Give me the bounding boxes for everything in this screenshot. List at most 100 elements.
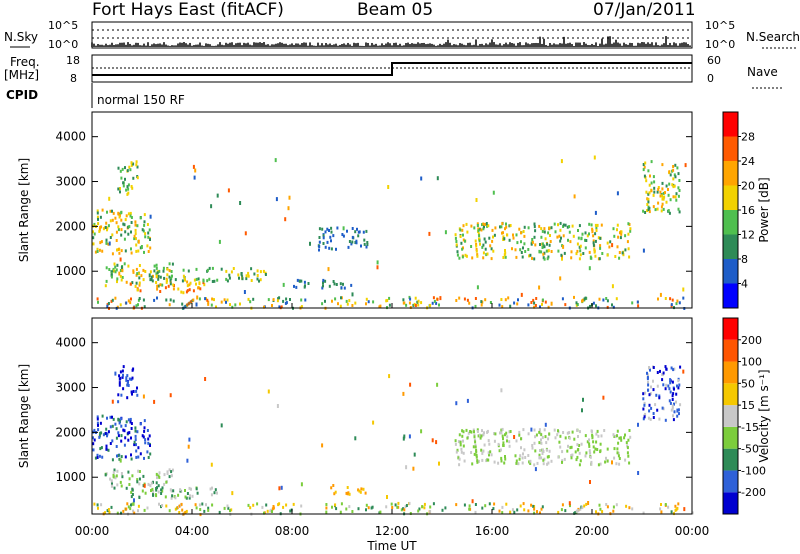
power-cell (620, 232, 623, 236)
power-cell (682, 296, 685, 300)
velocity-cell (120, 472, 123, 475)
velocity-cell (131, 474, 134, 478)
velocity-cell (683, 507, 686, 512)
velocity-cell (144, 438, 147, 442)
power-cell (101, 249, 104, 253)
velocity-cell (252, 503, 255, 507)
velocity-cell (581, 408, 583, 413)
power-cell (116, 305, 119, 309)
power-cell (284, 217, 287, 222)
power-cell (358, 230, 361, 234)
power-cell (330, 247, 333, 251)
velocity-cell (637, 471, 640, 475)
power-cell (124, 230, 127, 234)
velocity-cell (569, 504, 571, 508)
power-cell (114, 216, 117, 220)
velocity-cell (196, 491, 199, 495)
power-cell (168, 275, 171, 279)
power-cell (487, 224, 490, 228)
power-cell (110, 275, 113, 279)
velocity-cell (174, 507, 177, 511)
velocity-cell (118, 381, 121, 385)
velocity-cell (98, 435, 101, 439)
velocity-cell (462, 451, 465, 455)
power-cell (140, 274, 143, 278)
cpid-value: normal 150 RF (97, 93, 185, 107)
velocity-cell (659, 507, 662, 511)
velocity-cell (548, 432, 551, 436)
velocity-cell (598, 503, 601, 507)
power-cell (142, 298, 145, 302)
power-cell (530, 242, 533, 246)
velocity-cell (539, 449, 541, 452)
power-cell (647, 200, 650, 204)
velocity-cell (122, 387, 125, 391)
power-cell (127, 264, 130, 268)
power-cell (557, 223, 559, 227)
velocity-cell (176, 506, 179, 510)
velocity-cell (128, 377, 131, 381)
power-cell (520, 292, 523, 297)
power-cell (144, 270, 147, 273)
power-cell (675, 192, 678, 196)
velocity-cell (671, 406, 674, 410)
power-cell (132, 162, 135, 166)
power-cell (660, 205, 663, 209)
power-cell (157, 277, 160, 281)
velocity-cell (472, 445, 475, 449)
velocity-cell (643, 403, 646, 407)
power-cell (535, 297, 538, 300)
power-cell (127, 183, 130, 187)
power-cell (114, 296, 117, 300)
power-cell (134, 223, 137, 227)
power-cell (331, 299, 333, 303)
power-cell (585, 239, 588, 242)
velocity-cell (508, 440, 511, 444)
power-cell (616, 245, 619, 249)
power-cell (155, 272, 158, 276)
power-cell (114, 265, 117, 269)
power-cell (531, 238, 534, 241)
power-cell (278, 305, 281, 309)
power-cell (584, 246, 587, 250)
velocity-cell (180, 502, 183, 506)
power-cell (259, 278, 262, 282)
velocity-cell (121, 375, 124, 379)
velocity-cell (650, 406, 653, 410)
velocity-cell (211, 486, 213, 490)
velocity-cell (599, 442, 602, 446)
power-cell (324, 245, 327, 249)
velocity-cell (578, 463, 581, 467)
power-cell (606, 253, 609, 257)
power-cell (570, 250, 573, 254)
power-cell (599, 236, 602, 240)
power-cell (138, 283, 141, 287)
velocity-cell (601, 510, 604, 514)
velocity-cell (643, 401, 646, 405)
power-cell (366, 241, 369, 244)
power-cell (354, 301, 357, 305)
velocity-ytick-label: 2000 (55, 425, 86, 439)
velocity-cell (339, 510, 342, 514)
power-cell (653, 186, 656, 190)
velocity-cell (141, 489, 144, 493)
power-cell (486, 224, 489, 228)
velocity-cell (518, 457, 521, 461)
power-cell (108, 241, 111, 246)
power-cell (477, 229, 480, 233)
power-cell (118, 271, 121, 276)
velocity-cell (135, 443, 137, 447)
velocity-cell (628, 506, 631, 510)
velocity-cell (418, 507, 421, 511)
velocity-cbar-swatch (723, 492, 738, 514)
velocity-cell (518, 430, 521, 434)
power-cell (589, 255, 592, 260)
power-cell (146, 223, 149, 226)
velocity-cell (408, 501, 411, 505)
power-cell (468, 301, 471, 305)
velocity-cell (93, 502, 96, 506)
power-cell (575, 301, 578, 305)
velocity-cell (557, 455, 560, 459)
power-cell (514, 248, 517, 252)
power-cell (156, 284, 159, 288)
